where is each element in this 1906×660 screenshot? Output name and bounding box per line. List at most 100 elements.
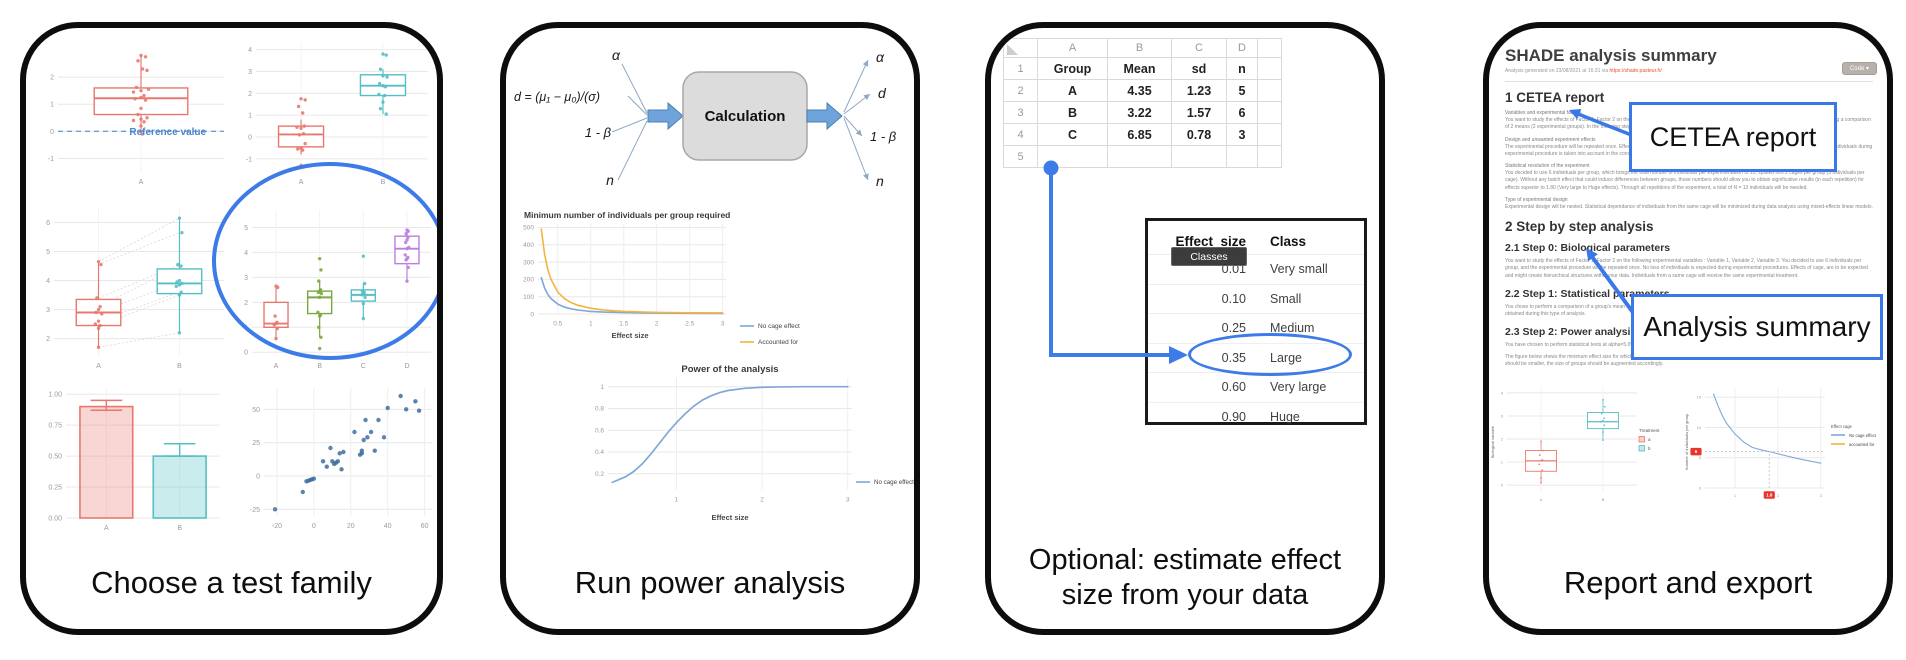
sheet-cell[interactable]: B	[1037, 101, 1108, 124]
sheet-cell[interactable]: 6	[1226, 101, 1258, 124]
svg-text:0: 0	[1699, 485, 1702, 490]
caption-line-1: Optional: estimate effect	[1028, 544, 1342, 576]
calculation-flow-diagram: α d = (μ₁ − μ₀)/(σ) 1 - β n Calculation α d 1 -…	[514, 47, 897, 189]
sheet-column-header[interactable]: C	[1171, 38, 1227, 58]
report-chart-boxplot: 0 1 2 3 4 A B Biological variable Treatment ab	[1490, 386, 1660, 502]
sheet-cell[interactable]: C	[1037, 123, 1108, 146]
sheet-cell[interactable]	[1257, 79, 1282, 102]
sheet-column-header[interactable]	[1257, 38, 1282, 58]
sheet-row-header[interactable]: 1	[1003, 57, 1038, 80]
svg-text:3: 3	[1820, 493, 1823, 498]
sheet-cell[interactable]: 0.78	[1171, 123, 1227, 146]
svg-text:1: 1	[589, 321, 593, 328]
svg-text:6: 6	[46, 220, 50, 227]
sheet-row-header[interactable]: 5	[1003, 145, 1038, 168]
svg-text:1: 1	[1501, 459, 1504, 464]
sheet-cell[interactable]	[1257, 145, 1282, 168]
svg-text:0: 0	[1501, 482, 1504, 487]
svg-text:-20: -20	[272, 523, 282, 530]
svg-text:2: 2	[50, 75, 54, 82]
svg-text:α: α	[876, 49, 885, 65]
svg-text:Accounted for: Accounted for	[758, 339, 799, 346]
report-paragraph-lead: Type of experimental design	[1505, 196, 1568, 203]
report-section-heading: 2.3 Step 2: Power analysis	[1505, 326, 1637, 339]
svg-text:3: 3	[1501, 413, 1504, 418]
sheet-cell[interactable]	[1171, 145, 1227, 168]
svg-text:Calculation: Calculation	[705, 108, 786, 125]
svg-text:1: 1	[600, 384, 604, 391]
sheet-row-header[interactable]: 3	[1003, 101, 1038, 124]
sheet-cell[interactable]	[1226, 145, 1258, 168]
svg-text:No cage effect: No cage effect	[758, 323, 800, 330]
sheet-row-header[interactable]: 2	[1003, 79, 1038, 102]
sheet-cell[interactable]: n	[1226, 57, 1258, 80]
svg-text:A: A	[104, 525, 109, 532]
selection-circle-highlight	[212, 162, 437, 360]
chart-proportion-bars: 0.00 0.25 0.50 0.75 1.00 A B	[48, 388, 220, 532]
svg-text:100: 100	[523, 294, 534, 301]
divider	[1505, 81, 1873, 82]
svg-text:2: 2	[46, 336, 50, 343]
svg-text:0.75: 0.75	[48, 423, 62, 430]
svg-text:4: 4	[248, 47, 252, 54]
sheet-cell[interactable]: Mean	[1107, 57, 1172, 80]
sheet-cell[interactable]: 3	[1226, 123, 1258, 146]
svg-text:1: 1	[1734, 493, 1737, 498]
spreadsheet: A B C D 1 Group Mean sd n 2 A 4.35 1.23 5 3 B 3.22 1.57 6 4…	[1003, 38, 1282, 168]
sheet-cell[interactable]	[1107, 145, 1172, 168]
sheet-column-header[interactable]: A	[1037, 38, 1108, 58]
svg-text:1: 1	[675, 497, 679, 504]
effect-size-value: 0.10	[1221, 291, 1246, 306]
svg-text:300: 300	[523, 259, 534, 266]
sheet-cell[interactable]: 1.23	[1171, 79, 1227, 102]
chart-power-curve: 0.2 0.4 0.6 0.8 1 1 2 3 Power of the analysis Eff…	[595, 364, 914, 522]
svg-text:0: 0	[256, 473, 260, 480]
svg-text:500: 500	[523, 225, 534, 232]
svg-text:2.5: 2.5	[685, 321, 694, 328]
svg-text:3: 3	[248, 69, 252, 76]
sheet-cell[interactable]: A	[1037, 79, 1108, 102]
chart-one-sample-boxplot: -1 0 1 2 A Reference value	[48, 50, 224, 186]
effect-size-class: Very large	[1270, 380, 1327, 395]
sheet-cell[interactable]	[1257, 57, 1282, 80]
svg-text:60: 60	[421, 523, 429, 530]
svg-text:0.2: 0.2	[595, 471, 604, 478]
sheet-cell[interactable]	[1037, 145, 1108, 168]
svg-text:40: 40	[384, 523, 392, 530]
report-url-link[interactable]: https://shade.pasteur.fr/	[1609, 68, 1662, 74]
sheet-cell[interactable]: 1.57	[1171, 101, 1227, 124]
sheet-cell[interactable]: Group	[1037, 57, 1108, 80]
chart-correlation-scatter: -25 0 25 50 -20 0 20 40 60	[250, 388, 432, 530]
svg-text:B: B	[177, 363, 182, 370]
effect-size-class: Medium	[1270, 321, 1315, 336]
svg-text:10: 10	[1697, 425, 1702, 430]
sheet-cell[interactable]: 3.22	[1107, 101, 1172, 124]
sheet-cell[interactable]: 6.85	[1107, 123, 1172, 146]
svg-text:n: n	[606, 172, 614, 188]
svg-text:-1: -1	[246, 156, 252, 163]
sheet-cell[interactable]: sd	[1171, 57, 1227, 80]
svg-text:A: A	[274, 363, 279, 370]
svg-text:d = (μ₁ − μ₀)/(σ): d = (μ₁ − μ₀)/(σ)	[514, 90, 600, 104]
svg-text:B: B	[1602, 497, 1605, 502]
effect-size-table-row: 0.60 Very large	[1148, 373, 1364, 403]
svg-text:1 - β: 1 - β	[870, 129, 897, 144]
svg-text:2: 2	[655, 321, 659, 328]
report-section-heading: 2.1 Step 0: Biological parameters	[1505, 242, 1671, 254]
svg-text:0.00: 0.00	[48, 515, 62, 522]
svg-text:3: 3	[46, 307, 50, 314]
code-dropdown-button[interactable]: Code ▾	[1841, 62, 1877, 75]
sheet-cell[interactable]: 4.35	[1107, 79, 1172, 102]
sheet-cell[interactable]: 5	[1226, 79, 1258, 102]
svg-text:-1: -1	[48, 156, 54, 163]
sheet-cell[interactable]	[1257, 101, 1282, 124]
sheet-column-header[interactable]: D	[1226, 38, 1258, 58]
svg-text:B: B	[177, 525, 182, 532]
svg-text:25: 25	[252, 440, 260, 447]
sheet-cell[interactable]	[1257, 123, 1282, 146]
chart-paired-boxplot: 2 3 4 5 6 A B	[46, 208, 224, 370]
sheet-column-header[interactable]: B	[1107, 38, 1172, 58]
sheet-row-header[interactable]: 4	[1003, 123, 1038, 146]
